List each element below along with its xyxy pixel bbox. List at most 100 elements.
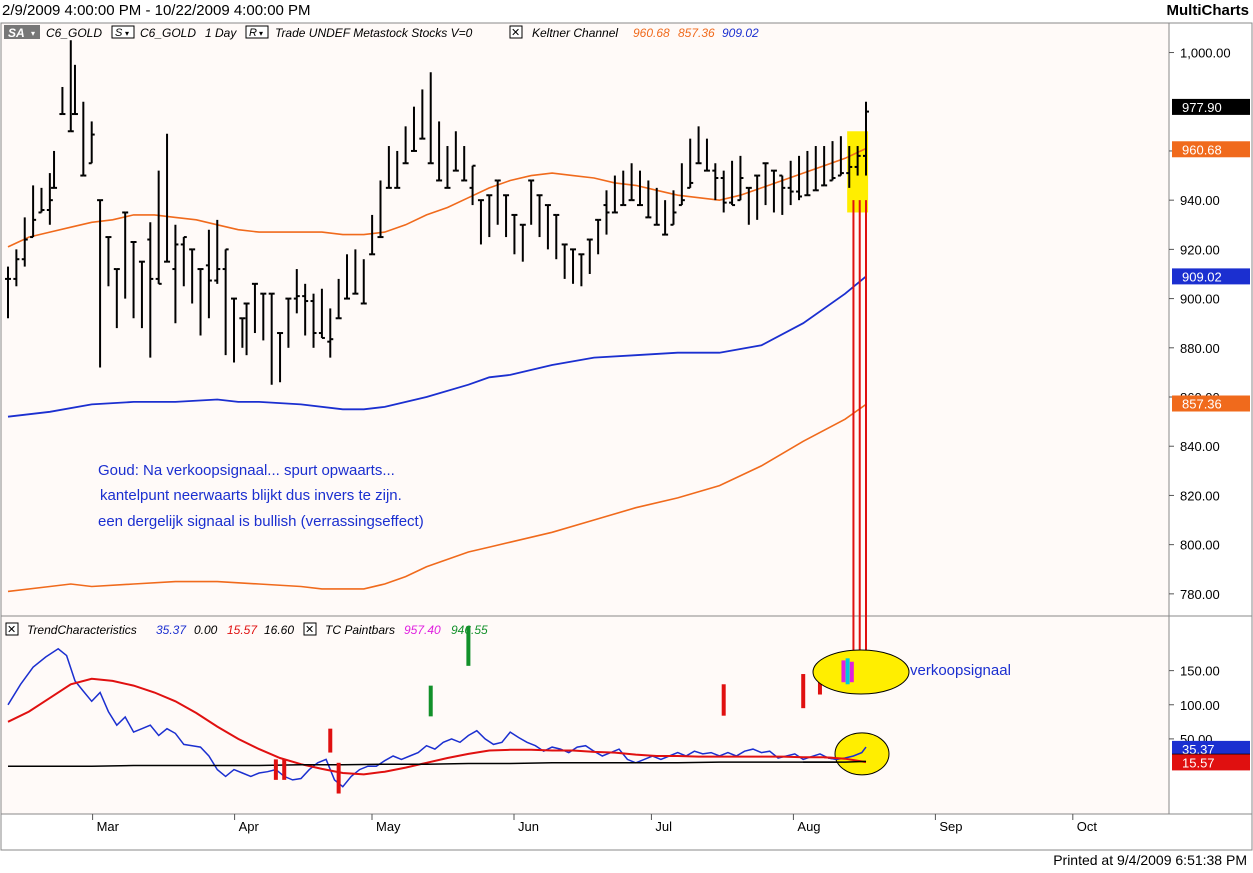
legend-study: Keltner Channel (532, 26, 618, 40)
price-bar (197, 268, 204, 336)
printed-timestamp: Printed at 9/4/2009 6:51:38 PM (1053, 852, 1247, 868)
price-marker (1172, 268, 1250, 285)
price-bar (80, 101, 87, 177)
price-bar (712, 163, 719, 201)
price-marker (1172, 98, 1250, 115)
price-bar (787, 160, 794, 206)
price-bar (327, 308, 334, 358)
price-bar (720, 170, 727, 213)
price-bar (260, 292, 267, 341)
close-study-button-2[interactable] (303, 622, 317, 636)
time-tick-label: Apr (239, 819, 260, 834)
price-marker-label: 857.36 (1182, 397, 1222, 412)
price-bar (214, 219, 221, 284)
indicator-tick-label: 100.00 (1180, 698, 1220, 713)
price-bar (519, 223, 526, 262)
price-bar (46, 173, 53, 225)
price-tick-label: 820.00 (1180, 488, 1220, 503)
indicator-study: TrendCharacteristics (27, 623, 137, 637)
price-bar (268, 292, 275, 385)
price-bar (662, 200, 669, 236)
price-bar (770, 169, 777, 213)
tc-line-1 (7, 677, 867, 776)
time-tick-label: Mar (97, 819, 120, 834)
price-axis-panel (1168, 22, 1253, 617)
legend-value-1: 857.36 (678, 26, 715, 40)
price-tick-label: 780.00 (1180, 587, 1220, 602)
title-bar: 2/9/2009 4:00:00 PM - 10/22/2009 4:00:00… (0, 0, 1253, 22)
price-bar (344, 254, 351, 300)
indicator-value-3: 16.60 (264, 623, 294, 637)
price-bar (180, 236, 187, 287)
price-bar (335, 278, 342, 320)
price-marker (1172, 395, 1250, 412)
price-bar (452, 131, 459, 172)
price-bar (469, 164, 476, 206)
close-icon: ✕ (305, 624, 314, 636)
price-bar (804, 150, 811, 197)
price-bar (293, 269, 300, 314)
price-bar (130, 240, 137, 319)
sa-badge[interactable] (4, 25, 40, 39)
price-bar (38, 187, 45, 214)
price-bar (427, 72, 434, 165)
price-bar (51, 150, 58, 189)
price-bar (494, 179, 501, 225)
legend-symbol: C6_GOLD (46, 26, 102, 40)
close-study-button[interactable] (5, 622, 19, 636)
price-bar (636, 170, 643, 207)
price-tick-label: 840.00 (1180, 439, 1220, 454)
price-tick-label: 900.00 (1180, 292, 1220, 307)
price-bar (653, 187, 660, 226)
price-bar (645, 180, 652, 219)
price-bar (59, 86, 66, 116)
price-bar (147, 222, 154, 358)
indicator-pane[interactable] (0, 615, 1170, 815)
chevron-down-icon[interactable]: ▾ (259, 29, 263, 38)
close-study-button[interactable] (509, 25, 523, 39)
legend-value-2: 909.02 (722, 26, 759, 40)
time-tick-label: Aug (797, 819, 820, 834)
price-bar (222, 248, 229, 356)
price-bar (821, 146, 828, 187)
keltner-line-1 (7, 275, 867, 418)
time-axis-panel (0, 813, 1253, 851)
price-bar (611, 175, 618, 214)
price-bar (352, 249, 359, 295)
r-box[interactable] (245, 25, 269, 39)
indicator-marker-label: 35.37 (1182, 742, 1215, 757)
price-bar (603, 190, 610, 235)
price-bar (536, 194, 543, 238)
price-bar (318, 288, 325, 339)
price-bar (402, 126, 409, 165)
s-box[interactable] (111, 25, 135, 39)
price-bar (231, 297, 238, 363)
price-bar (410, 106, 417, 152)
chevron-down-icon[interactable]: ▾ (125, 29, 129, 38)
price-bar (436, 121, 443, 182)
price-bar (544, 204, 551, 250)
signal-ellipse (812, 649, 910, 695)
chevron-down-icon[interactable]: ▾ (31, 29, 35, 38)
price-bar (251, 282, 258, 334)
price-bar (628, 163, 635, 202)
price-bar (477, 199, 484, 245)
price-bar (561, 243, 568, 279)
price-bar (369, 214, 376, 256)
price-bar (71, 64, 78, 116)
price-bar (863, 101, 869, 176)
price-bar (754, 174, 761, 220)
indicator-tick-label: 150.00 (1180, 664, 1220, 679)
price-bar (302, 283, 309, 336)
price-bar (620, 170, 627, 207)
close-icon: ✕ (511, 27, 520, 39)
legend-symbol-2: C6_GOLD (140, 26, 196, 40)
price-bar (360, 259, 367, 305)
price-pane[interactable] (0, 22, 1170, 617)
price-bar (837, 136, 844, 177)
price-bar (854, 146, 861, 176)
note-line-0: Goud: Na verkoopsignaal... spurt opwaart… (98, 462, 395, 479)
chart-area[interactable]: SA ▾ C6_GOLD S ▾ C6_GOLD 1 Day R ▾ Trade… (0, 22, 1253, 852)
note-line-2: een dergelijk signaal is bullish (verras… (98, 513, 424, 530)
price-bar (846, 146, 853, 188)
